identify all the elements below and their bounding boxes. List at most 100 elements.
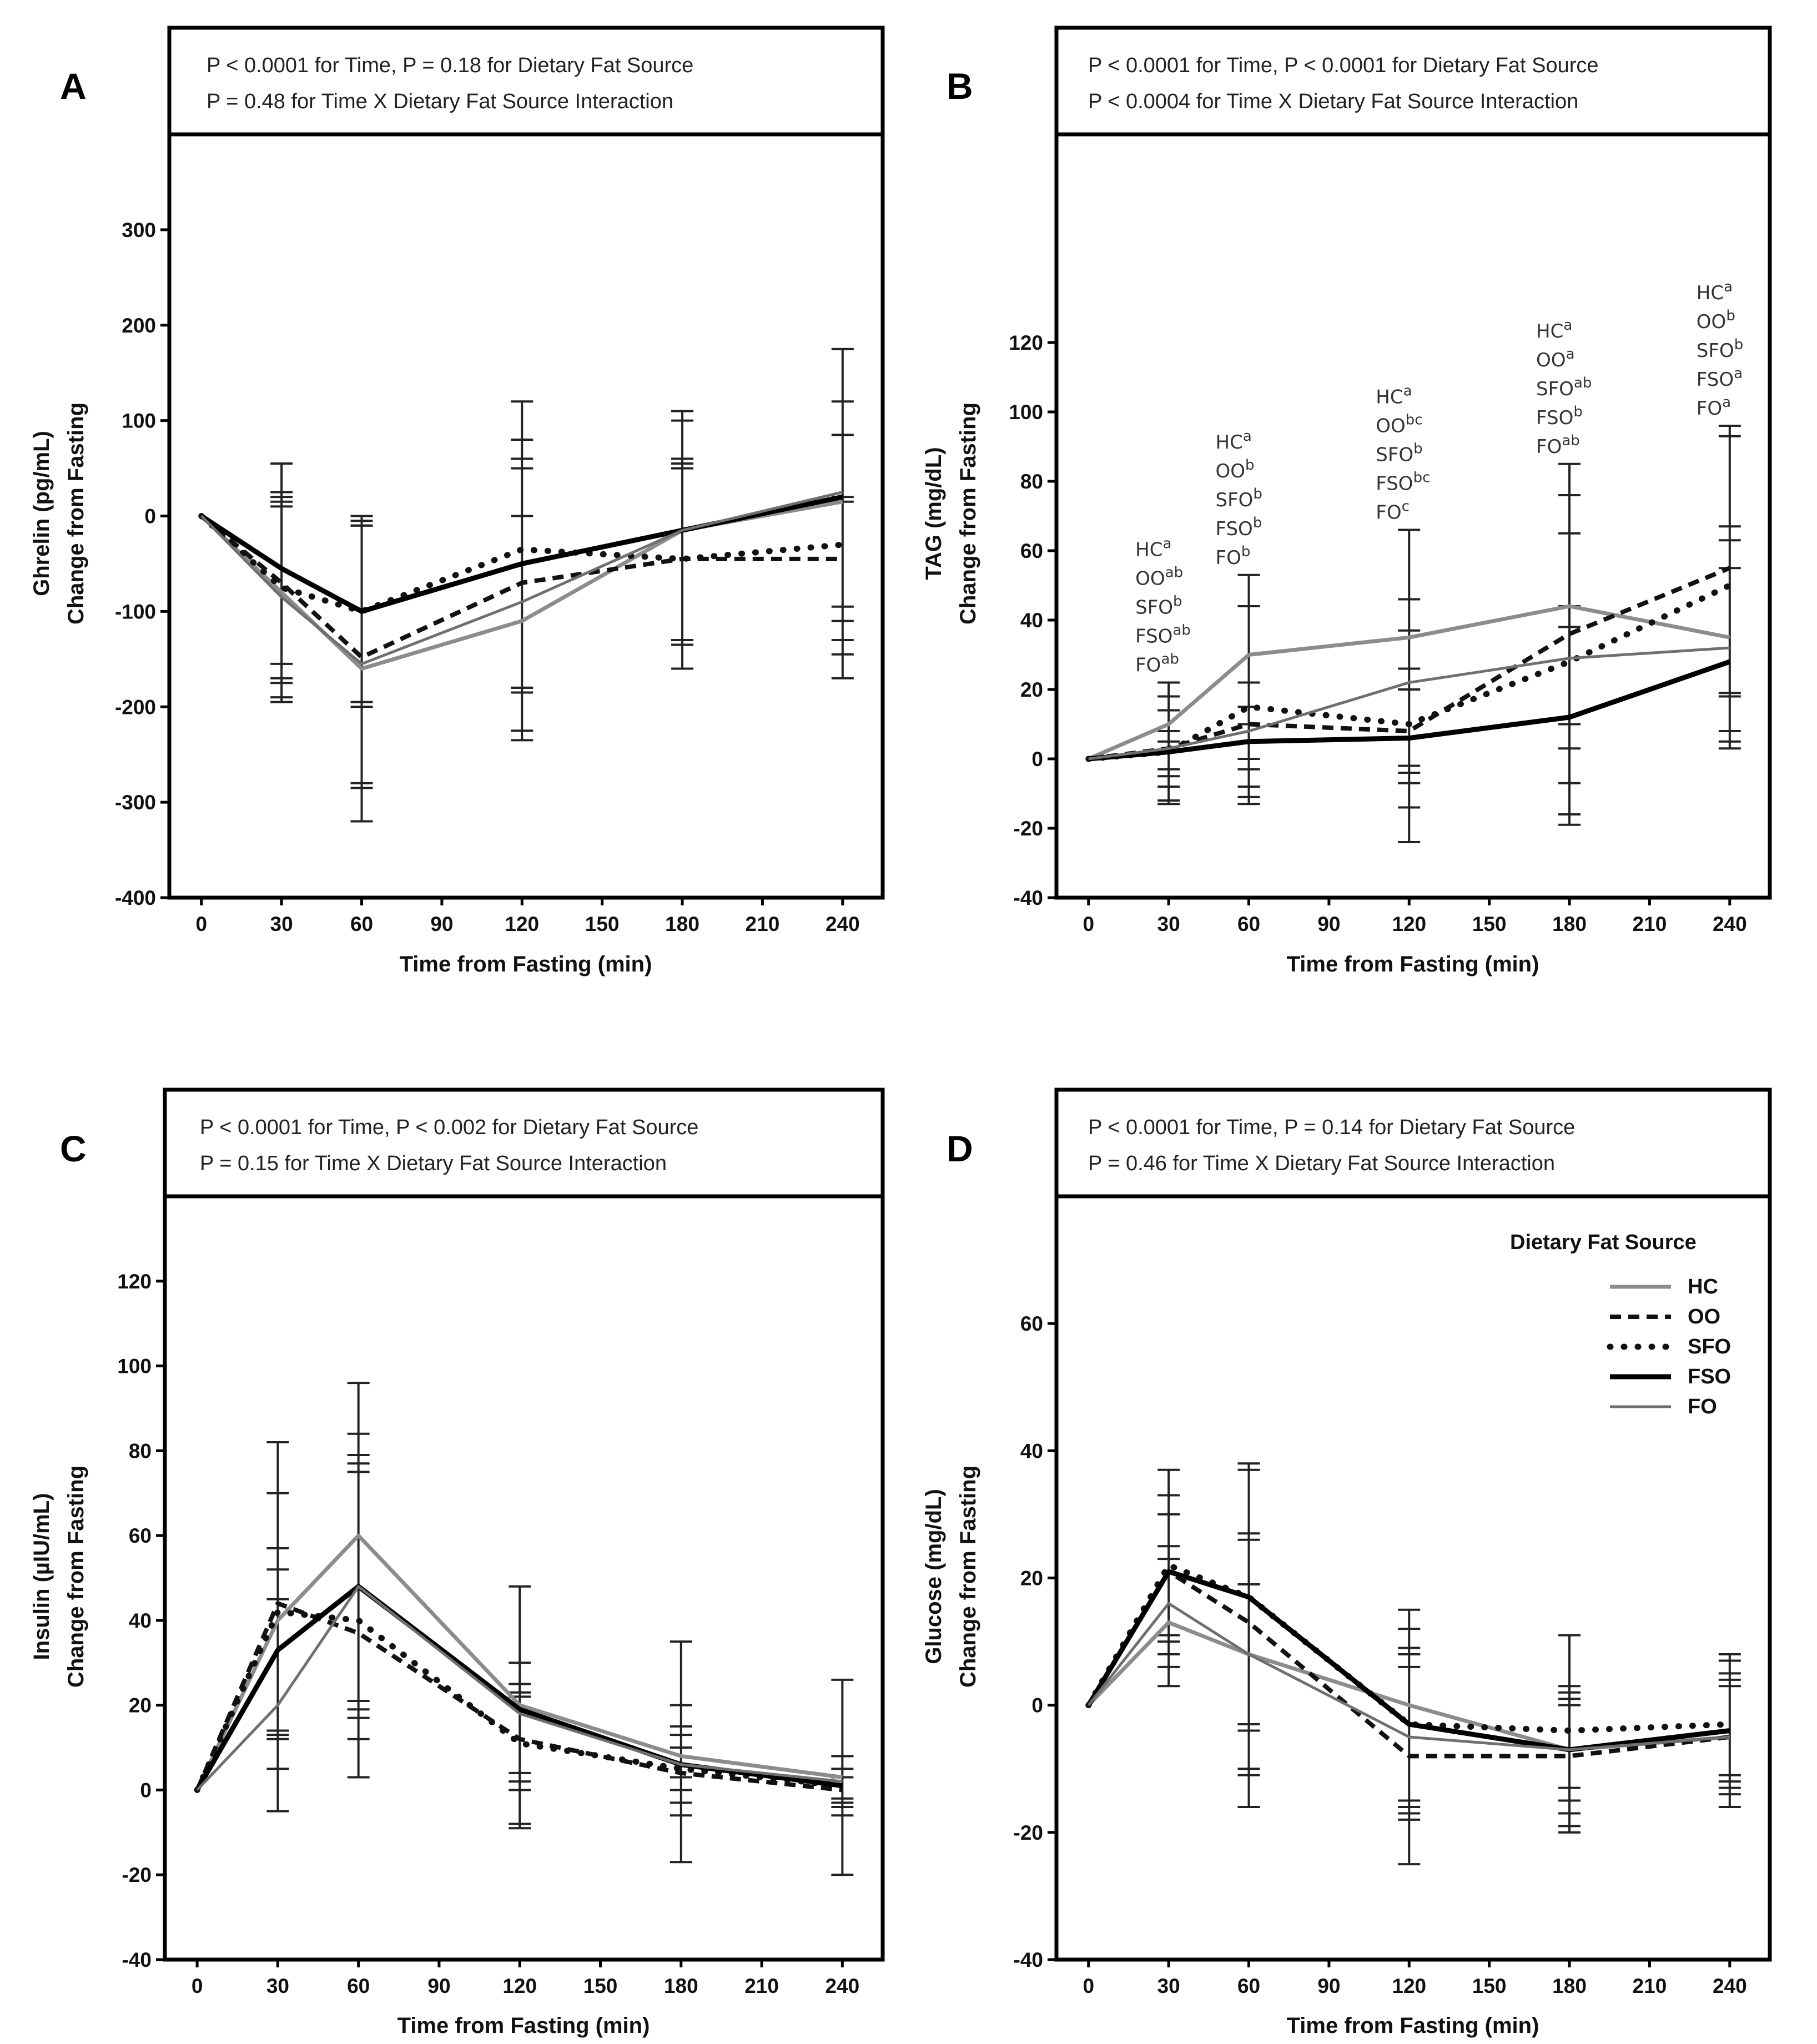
legend-label-hc: HC — [1688, 1275, 1718, 1298]
y-tick-label: 40 — [1020, 1439, 1043, 1462]
series-line-hc — [195, 1533, 843, 1791]
significance-label: FOb — [1216, 543, 1251, 569]
x-tick-label: 120 — [1392, 1975, 1426, 1997]
significance-label: HCa — [1697, 279, 1733, 304]
significance-label: OOa — [1536, 346, 1574, 371]
y-axis-label-line-2: Change from Fasting — [64, 1466, 88, 1688]
significance-label: FSOa — [1697, 365, 1743, 391]
series-line-hc — [1088, 604, 1730, 761]
series-line-fo — [196, 1585, 843, 1791]
y-tick-label: -20 — [122, 1864, 152, 1886]
x-axis-label: Time from Fasting (min) — [400, 952, 652, 976]
series-line-sfo — [194, 1609, 845, 1793]
panel-a: A P < 0.0001 for Time, P = 0.18 for Diet… — [29, 26, 885, 976]
x-tick-label: 0 — [1083, 1975, 1094, 1997]
x-tick-label: 150 — [583, 1975, 618, 1997]
significance-label: HCa — [1135, 536, 1171, 561]
x-tick-label: 30 — [266, 1975, 289, 1997]
panel-c: C P < 0.0001 for Time, P < 0.002 for Die… — [29, 1088, 885, 2038]
x-tick-label: 30 — [1157, 1975, 1180, 1997]
y-tick-label: 120 — [1009, 331, 1043, 354]
plot-area: -40 -20 0 20 40 60 80 100 120 0 30 60 90 120 150 180 210… — [1009, 279, 1746, 935]
y-tick-label: -40 — [1014, 887, 1043, 909]
significance-label: SFOb — [1697, 336, 1743, 362]
y-tick-label: 300 — [122, 219, 156, 241]
legend-label-fso: FSO — [1688, 1365, 1731, 1388]
significance-label: FSOb — [1216, 515, 1262, 540]
y-tick-label: 0 — [140, 1779, 152, 1801]
stats-box — [163, 1088, 885, 1199]
x-tick-label: 0 — [195, 913, 207, 935]
x-tick-label: 90 — [1317, 1975, 1340, 1997]
plot-area: -40 -20 0 20 40 60 0 30 60 90 120 150 180 210 240 — [1014, 1312, 1747, 1997]
y-tick-label: 60 — [1020, 1312, 1043, 1335]
panel-letter: B — [947, 66, 973, 107]
y-tick-label: -40 — [1014, 1949, 1043, 1971]
y-tick-label: 80 — [1020, 470, 1043, 493]
y-axis-label-line-1: Insulin (µIU/mL) — [29, 1493, 54, 1660]
significance-label: SFOb — [1135, 593, 1182, 619]
x-tick-label: 240 — [826, 913, 860, 935]
panel-b: B P < 0.0001 for Time, P < 0.0001 for Di… — [922, 26, 1772, 976]
x-tick-label: 240 — [1713, 913, 1747, 935]
y-tick-label: 200 — [122, 314, 156, 337]
significance-label: OOb — [1697, 308, 1735, 333]
panel-letter: A — [60, 66, 87, 107]
x-tick-label: 240 — [1713, 1975, 1747, 1997]
y-tick-label: -40 — [122, 1949, 152, 1971]
x-tick-label: 150 — [1472, 913, 1507, 935]
significance-label: HCa — [1216, 428, 1252, 454]
stats-line-2: P = 0.15 for Time X Dietary Fat Source I… — [200, 1152, 667, 1175]
x-tick-label: 150 — [1472, 1975, 1507, 1997]
x-tick-label: 180 — [665, 913, 699, 935]
x-tick-label: 180 — [1552, 1975, 1587, 1997]
x-tick-label: 0 — [1083, 913, 1094, 935]
series-line-oo — [195, 1601, 843, 1793]
x-axis-label: Time from Fasting (min) — [397, 2013, 650, 2038]
x-tick-label: 180 — [1552, 913, 1587, 935]
y-axis-label-line-1: TAG (mg/dL) — [922, 447, 946, 580]
x-tick-label: 60 — [1237, 913, 1260, 935]
y-axis-label-line-1: Glucose (mg/dL) — [922, 1489, 946, 1664]
x-tick-label: 30 — [1157, 913, 1180, 935]
y-tick-label: 120 — [117, 1270, 152, 1293]
significance-label: SFOab — [1536, 375, 1592, 400]
significance-label: FOa — [1697, 394, 1731, 420]
stats-box — [167, 26, 885, 137]
y-tick-label: 0 — [144, 505, 156, 528]
y-tick-label: -400 — [115, 887, 156, 909]
significance-label: FSOb — [1536, 404, 1583, 429]
legend-items: HC OO SFO FSO FO — [1607, 1275, 1731, 1418]
y-tick-label: 0 — [1031, 1694, 1043, 1717]
stats-line-1: P < 0.0001 for Time, P = 0.14 for Dietar… — [1088, 1116, 1575, 1139]
series-line-fso — [1088, 659, 1731, 762]
series-line-oo — [200, 514, 843, 659]
y-tick-label: -20 — [1014, 1821, 1043, 1844]
stats-line-2: P = 0.46 for Time X Dietary Fat Source I… — [1088, 1152, 1555, 1175]
y-tick-label: 60 — [129, 1524, 152, 1547]
stats-line-2: P < 0.0004 for Time X Dietary Fat Source… — [1088, 90, 1578, 113]
y-axis-label-line-1: Ghrelin (pg/mL) — [29, 431, 54, 596]
legend-label-oo: OO — [1688, 1305, 1720, 1328]
significance-label: FOab — [1135, 651, 1179, 677]
y-tick-label: 20 — [1020, 678, 1043, 701]
y-tick-label: 20 — [129, 1694, 152, 1717]
y-tick-label: -200 — [115, 696, 156, 718]
x-tick-label: 150 — [585, 913, 620, 935]
panel-letter: C — [60, 1128, 87, 1169]
stats-line-1: P < 0.0001 for Time, P = 0.18 for Dietar… — [207, 54, 693, 77]
x-tick-label: 60 — [1237, 1975, 1260, 1997]
stats-box — [1054, 1088, 1772, 1199]
y-tick-label: 100 — [122, 410, 156, 432]
series-line-fo — [1087, 1602, 1730, 1751]
significance-label: SFOb — [1216, 486, 1262, 511]
x-tick-label: 210 — [1633, 1975, 1667, 1997]
significance-label: OOab — [1135, 565, 1183, 590]
legend: Dietary Fat Source HC OO SFO FSO FO — [1510, 1231, 1731, 1418]
significance-label: HCa — [1376, 383, 1412, 409]
stats-line-2: P = 0.48 for Time X Dietary Fat Source I… — [207, 90, 673, 113]
y-tick-label: 0 — [1031, 748, 1043, 771]
stats-line-1: P < 0.0001 for Time, P < 0.002 for Dieta… — [200, 1116, 698, 1139]
stats-line-1: P < 0.0001 for Time, P < 0.0001 for Diet… — [1088, 54, 1599, 77]
